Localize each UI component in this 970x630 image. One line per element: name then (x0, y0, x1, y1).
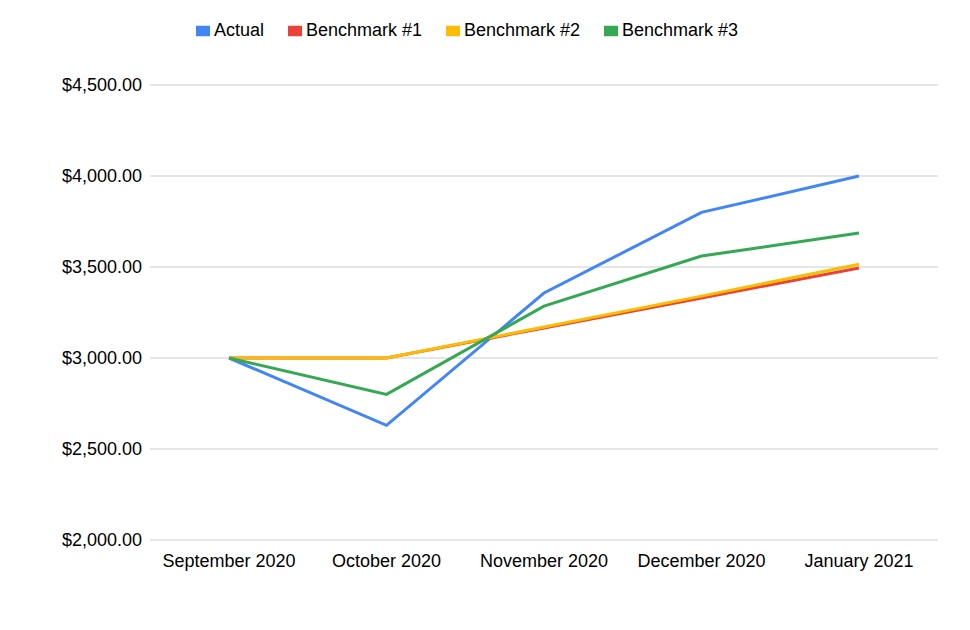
svg-text:$3,500.00: $3,500.00 (62, 257, 142, 277)
svg-text:$4,000.00: $4,000.00 (62, 166, 142, 186)
html-text:Benchmark #3: Benchmark #3 (622, 20, 739, 40)
html-text:Actual: Actual (213, 20, 264, 40)
svg-text:November 2020: November 2020 (480, 551, 608, 571)
svg-text:October 2020: October 2020 (332, 551, 441, 571)
svg-text:$2,000.00: $2,000.00 (62, 530, 142, 550)
svg-text:December 2020: December 2020 (637, 551, 765, 571)
html-text:Benchmark #1: Benchmark #1 (305, 20, 422, 40)
svg-text:September 2020: September 2020 (162, 551, 295, 571)
html-text:Benchmark #2: Benchmark #2 (464, 20, 580, 40)
svg-text:January 2021: January 2021 (804, 551, 913, 571)
svg-text:$4,500.00: $4,500.00 (62, 75, 142, 95)
svg-text:$3,000.00: $3,000.00 (62, 348, 142, 368)
svg-text:$2,500.00: $2,500.00 (62, 439, 142, 459)
